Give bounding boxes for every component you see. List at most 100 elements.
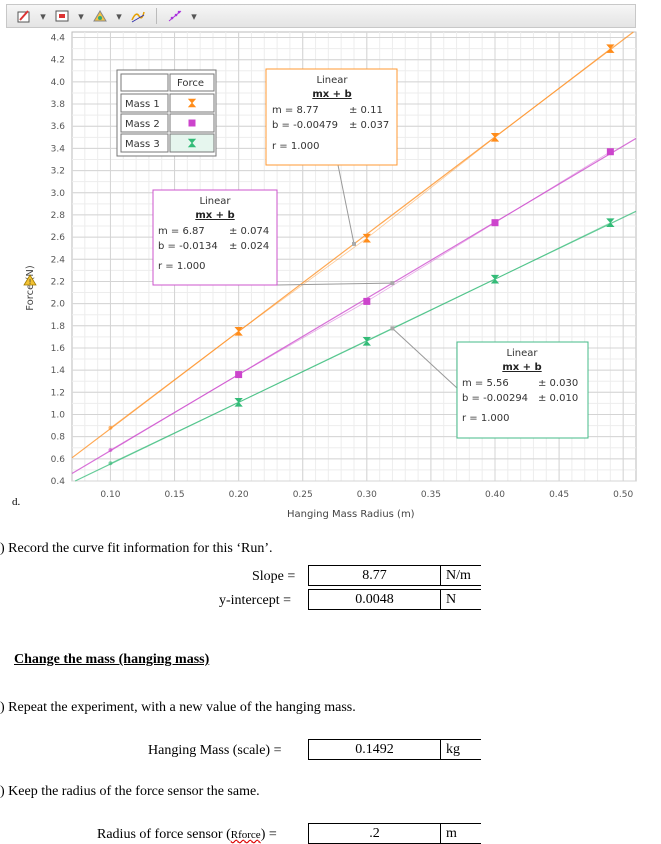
question-record-fit: ) Record the curve fit information for t… (0, 541, 273, 556)
fit-intercept-error: ± 0.010 (538, 393, 578, 404)
fit-line-2 (71, 137, 637, 475)
legend-marker-1 (187, 98, 197, 108)
fit-line-3 (74, 210, 637, 482)
y-tick-label: 2.8 (51, 211, 66, 221)
y-tick-label: 1.8 (51, 322, 66, 332)
fit-leader-anchor (352, 241, 356, 246)
y-tick-label: 1.0 (51, 410, 66, 420)
data-point-series-1 (362, 233, 371, 243)
fit-leader-line (392, 328, 458, 389)
fit-title: Linear (316, 75, 348, 86)
curve-fit-icon[interactable] (164, 8, 186, 24)
slope-answer-field[interactable]: 8.77 (308, 565, 441, 586)
hanging-mass-unit: kg (441, 739, 481, 760)
dropdown-icon[interactable]: ▾ (78, 9, 84, 23)
question-repeat-experiment: ) Repeat the experiment, with a new valu… (0, 700, 356, 715)
hanging-mass-answer-field[interactable]: 0.1492 (308, 739, 441, 760)
select-range-icon[interactable] (51, 8, 73, 24)
fit-slope-error: ± 0.074 (229, 226, 269, 237)
fit-leader-anchor (390, 281, 395, 286)
warning-triangle-icon[interactable]: ! (23, 274, 37, 286)
hanging-mass-label: Hanging Mass (scale) = (148, 743, 282, 758)
x-axis-label: Hanging Mass Radius (m) (287, 509, 415, 520)
data-points (108, 44, 615, 466)
fit-leader-line (337, 164, 355, 245)
fit-intercept: b = -0.00294 (462, 393, 528, 404)
legend-entry-1: Mass 1 (125, 99, 160, 110)
fit-box-mass-1[interactable]: Linear mx + b m = 8.77 ± 0.11 b = -0.004… (265, 68, 398, 166)
data-point-series-2 (363, 297, 371, 305)
radius-answer-field[interactable]: .2 (308, 823, 441, 844)
fit-box-leaders (276, 164, 458, 389)
y-tick-label: 0.8 (51, 433, 66, 443)
fit-equation: mx + b (312, 89, 351, 100)
x-tick-label: 0.45 (549, 490, 569, 500)
data-point-series-3 (108, 461, 113, 466)
y-tick-label: 3.6 (51, 122, 66, 132)
data-point-series-1 (234, 327, 243, 336)
fit-title: Linear (199, 196, 231, 207)
dropdown-icon[interactable]: ▾ (191, 9, 197, 23)
y-tick-label: 1.2 (51, 388, 65, 398)
annotation-icon[interactable] (89, 8, 111, 24)
fit-intercept-error: ± 0.037 (349, 120, 389, 131)
slope-unit: N/m (441, 565, 481, 586)
fit-leader-anchor (390, 326, 395, 331)
fit-correlation: r = 1.000 (158, 261, 205, 272)
toolbar-divider (156, 8, 157, 24)
fit-slope-error: ± 0.030 (538, 378, 578, 389)
x-tick-label: 0.15 (165, 490, 185, 500)
intercept-answer-field[interactable]: 0.0048 (308, 589, 441, 610)
x-tick-label: 0.35 (421, 490, 441, 500)
x-tick-labels: 0.10 0.15 0.20 0.25 0.30 0.35 0.40 0.45 0.50 (100, 490, 633, 500)
legend-row-label-cell (120, 133, 169, 153)
y-tick-label: 2.2 (51, 277, 65, 287)
force-vs-radius-graph[interactable]: 0.4 0.6 0.8 1.0 1.2 1.4 1.6 1.8 2.0 2.2 2.4 2.6 2.8 3… (0, 28, 661, 528)
graph-options-icon[interactable] (13, 8, 35, 24)
dropdown-icon[interactable]: ▾ (40, 9, 46, 23)
radius-label: Radius of force sensor (Rforce) = (97, 827, 277, 842)
y-tick-label: 2.4 (51, 255, 66, 265)
legend-row-label-cell (120, 93, 169, 113)
y-axis-label-group: Force (N) (25, 265, 36, 311)
y-tick-label: 1.4 (51, 366, 66, 376)
fit-intercept: b = -0.00479 (272, 120, 338, 131)
y-tick-label: 4.4 (51, 34, 66, 44)
y-tick-label: 1.6 (51, 344, 66, 354)
fit-slope: m = 6.87 (158, 226, 205, 237)
fit-slope: m = 8.77 (272, 105, 319, 116)
fit-equation: mx + b (195, 210, 234, 221)
data-point-series-2 (491, 219, 499, 227)
fit-correlation: r = 1.000 (462, 413, 509, 424)
y-tick-label: 3.4 (51, 144, 66, 154)
fit-correlation: r = 1.000 (272, 141, 319, 152)
y-axis-label: Force (N) (25, 265, 36, 311)
y-tick-labels: 0.4 0.6 0.8 1.0 1.2 1.4 1.6 1.8 2.0 2.2 2.4 2.6 2.8 3… (51, 34, 66, 487)
fit-box-mass-3[interactable]: Linear mx + b m = 5.56 ± 0.030 b = -0.00… (456, 341, 589, 439)
x-tick-label: 0.10 (100, 490, 120, 500)
y-tick-label: 3.2 (51, 167, 65, 177)
smooth-icon[interactable] (127, 8, 149, 24)
fit-box-mass-2[interactable]: Linear mx + b m = 6.87 ± 0.074 b = -0.01… (152, 189, 278, 286)
data-point-series-1 (490, 133, 500, 142)
dropdown-icon[interactable]: ▾ (116, 9, 122, 23)
fit-title: Linear (506, 348, 538, 359)
intercept-unit: N (441, 589, 481, 610)
legend-marker-2 (188, 119, 196, 127)
fit-intercept: b = -0.0134 (158, 241, 218, 252)
y-tick-label: 3.8 (51, 100, 66, 110)
x-tick-label: 0.40 (485, 490, 505, 500)
data-point-series-1 (108, 425, 113, 430)
question-keep-radius: ) Keep the radius of the force sensor th… (0, 784, 260, 799)
data-point-series-1 (606, 44, 615, 53)
data-point-series-3 (606, 218, 615, 227)
x-tick-label: 0.30 (357, 490, 377, 500)
slope-label: Slope = (252, 569, 296, 584)
y-tick-label: 0.4 (51, 477, 66, 487)
fit-equation: mx + b (502, 362, 541, 373)
fit-slope-error: ± 0.11 (349, 105, 383, 116)
data-point-series-2 (108, 447, 113, 452)
y-tick-label: 4.0 (51, 78, 66, 88)
section-heading: Change the mass (hanging mass) (14, 652, 210, 667)
fit-leader-line (276, 282, 393, 286)
